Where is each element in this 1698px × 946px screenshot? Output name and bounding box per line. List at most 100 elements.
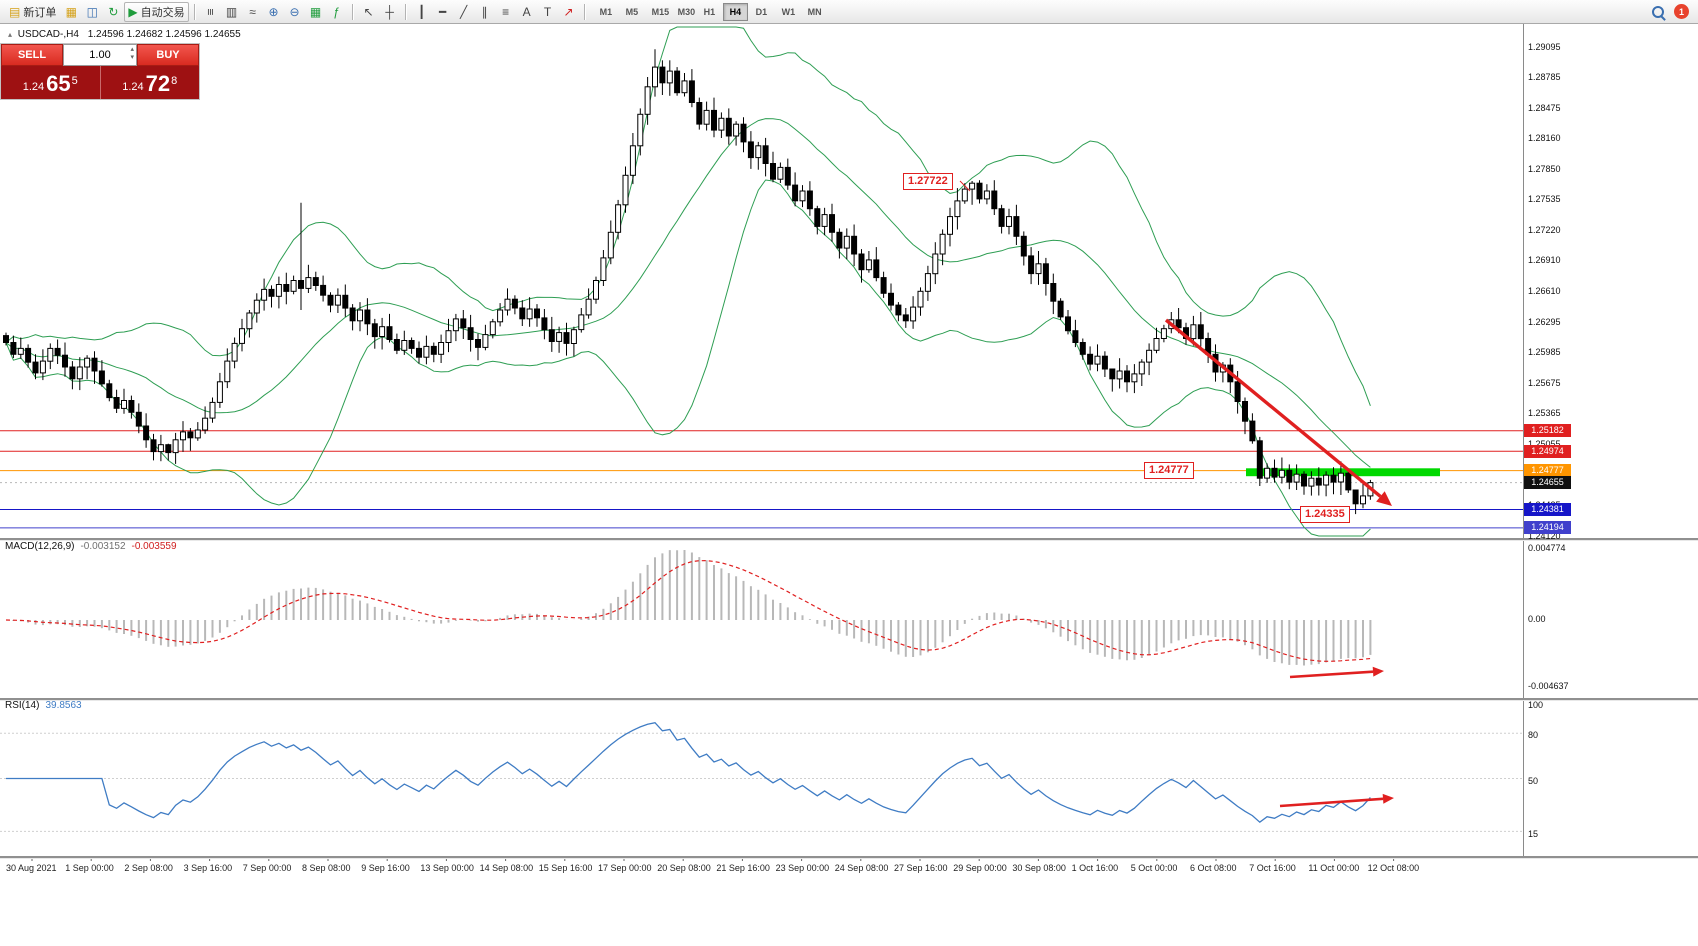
bar-chart-icon: ≡: [203, 7, 218, 16]
time-axis-label: 23 Sep 00:00: [775, 863, 830, 873]
timeframe-H1[interactable]: H1: [697, 3, 722, 21]
pane-separator-macd[interactable]: [0, 538, 1698, 541]
bar-chart-type-button[interactable]: ≡: [201, 2, 221, 22]
price-scale-label: 1.25055: [1528, 439, 1561, 449]
autotrade-play-icon: ▶: [128, 4, 138, 19]
trendline-button[interactable]: ╱: [454, 2, 474, 22]
macd-scale-label: 0.00: [1528, 614, 1546, 624]
toolbar-separator: [583, 3, 586, 20]
text-icon: A: [522, 4, 531, 19]
time-axis-label: 2 Sep 08:00: [124, 863, 173, 873]
refresh-button[interactable]: ↻: [103, 2, 123, 22]
volume-spinner[interactable]: ▴ ▾: [130, 46, 134, 62]
time-axis-label: 30 Sep 08:00: [1012, 863, 1066, 873]
timeframe-H4[interactable]: H4: [722, 2, 748, 21]
time-axis-label: 5 Oct 00:00: [1130, 863, 1178, 873]
buy-price-point: 8: [171, 75, 178, 87]
price-scale-label: 1.25365: [1528, 408, 1561, 419]
timeframe-M30[interactable]: M30: [671, 3, 696, 21]
tile-windows-button[interactable]: ▦: [306, 2, 326, 22]
trade-controls-row: SELL 1.00 ▴ ▾ BUY: [1, 44, 199, 66]
notification-badge[interactable]: 1: [1674, 4, 1689, 19]
vertical-line-button[interactable]: ┃: [412, 2, 432, 22]
price-scale-label: 1.28160: [1528, 133, 1561, 144]
time-axis-label: 7 Sep 00:00: [242, 863, 292, 873]
price-scale-label: 1.28475: [1528, 102, 1561, 113]
label-button[interactable]: T: [538, 2, 558, 22]
buy-button[interactable]: BUY: [137, 44, 199, 66]
toolbar-separator: [351, 3, 354, 20]
time-axis-label: 21 Sep 16:00: [716, 863, 770, 873]
candlestick-chart-type-button[interactable]: ▥: [222, 2, 242, 22]
timeframe-W1[interactable]: W1: [775, 3, 800, 21]
time-axis-label: 30 Aug 2021: [6, 863, 57, 873]
sell-price[interactable]: 1.24 65 5: [1, 66, 100, 99]
line-chart-type-button[interactable]: ≈: [243, 2, 263, 22]
fibonacci-icon: ≡: [502, 4, 510, 19]
pane-separator-rsi[interactable]: [0, 698, 1698, 701]
timeframe-M1[interactable]: M1: [593, 3, 618, 21]
timeframe-M5[interactable]: M5: [619, 3, 644, 21]
time-axis-label: 17 Sep 00:00: [598, 863, 652, 873]
autotrade-button[interactable]: ▶ 自动交易: [124, 1, 189, 22]
timeframe-MN[interactable]: MN: [801, 3, 826, 21]
time-axis-label: 15 Sep 16:00: [538, 863, 593, 873]
volume-down-icon[interactable]: ▾: [130, 54, 134, 61]
price-scale-label: 1.25985: [1528, 347, 1561, 358]
search-icon[interactable]: [1652, 5, 1664, 18]
sell-price-pips: 65: [46, 71, 71, 96]
sell-button[interactable]: SELL: [1, 44, 63, 66]
time-axis-label: 14 Sep 08:00: [479, 863, 534, 873]
rsi-value: 39.8563: [45, 700, 82, 711]
horizontal-line-icon: ━: [438, 4, 447, 19]
one-click-trading-panel: SELL 1.00 ▴ ▾ BUY 1.24 65 5 1.24 72 8: [1, 44, 199, 99]
macd-signal-value: -0.003559: [131, 541, 177, 552]
time-axis-label: 6 Oct 08:00: [1190, 863, 1237, 873]
annotation-support-price[interactable]: 1.24777: [1144, 462, 1194, 479]
indicators-button[interactable]: ƒ: [327, 2, 347, 22]
fibonacci-button[interactable]: ≡: [496, 2, 516, 22]
time-axis-label: 27 Sep 16:00: [894, 863, 948, 873]
buy-price-base: 1.24: [122, 80, 144, 93]
text-button[interactable]: A: [517, 2, 537, 22]
zoom-out-icon: ⊖: [289, 4, 300, 19]
chart-title: ▴ USDCAD-,H4 1.24596 1.24682 1.24596 1.2…: [8, 29, 241, 40]
rsi-scale-label: 80: [1528, 730, 1539, 740]
price-scale-label: 1.26910: [1528, 255, 1561, 266]
rsi-scale-label: 100: [1528, 700, 1544, 710]
ohlc-values: 1.24596 1.24682 1.24596 1.24655: [87, 29, 241, 40]
buy-price[interactable]: 1.24 72 8: [101, 66, 200, 99]
price-tag-1.24777: 1.24777: [1524, 464, 1571, 478]
zoom-in-button[interactable]: ⊕: [264, 2, 284, 22]
label-icon: T: [543, 4, 552, 19]
price-scale-label: 1.27535: [1528, 194, 1561, 205]
toolbar: ▤ 新订单 ▦ ◫ ↻ ▶ 自动交易 ≡ ▥ ≈ ⊕ ⊖ ▦ ƒ ↖ ┼ ┃ ━…: [0, 0, 1698, 24]
timeframe-D1[interactable]: D1: [749, 3, 774, 21]
price-scale-label: 1.29095: [1528, 41, 1561, 52]
new-chart-button[interactable]: ▦: [61, 2, 81, 22]
volume-stepper[interactable]: 1.00 ▴ ▾: [63, 44, 137, 66]
horizontal-line-button[interactable]: ━: [433, 2, 453, 22]
price-scale-border: [1523, 24, 1524, 858]
annotation-low-price[interactable]: 1.24335: [1300, 506, 1350, 523]
timeframe-M15[interactable]: M15: [645, 3, 670, 21]
arrows-button[interactable]: ↗: [559, 2, 579, 22]
symbol-period-label: USDCAD-,H4: [17, 29, 79, 40]
channel-button[interactable]: ∥: [475, 2, 495, 22]
cursor-button[interactable]: ↖: [359, 2, 379, 22]
trade-prices-row: 1.24 65 5 1.24 72 8: [1, 66, 199, 99]
candlestick-chart-icon: ▥: [225, 4, 238, 19]
price-scale-label: 1.26610: [1528, 286, 1561, 296]
zoom-out-button[interactable]: ⊖: [285, 2, 305, 22]
autotrade-label: 自动交易: [140, 6, 185, 19]
crosshair-button[interactable]: ┼: [380, 2, 400, 22]
new-chart-icon: ▦: [65, 4, 78, 19]
toolbar-separator: [404, 3, 407, 20]
collapse-panel-icon[interactable]: ▴: [8, 30, 13, 39]
annotation-peak-price[interactable]: 1.27722: [903, 173, 953, 190]
volume-up-icon[interactable]: ▴: [130, 46, 134, 53]
rsi-label: RSI(14) 39.8563: [5, 700, 82, 711]
profiles-button[interactable]: ◫: [82, 2, 102, 22]
new-order-button[interactable]: ▤ 新订单: [5, 2, 60, 22]
